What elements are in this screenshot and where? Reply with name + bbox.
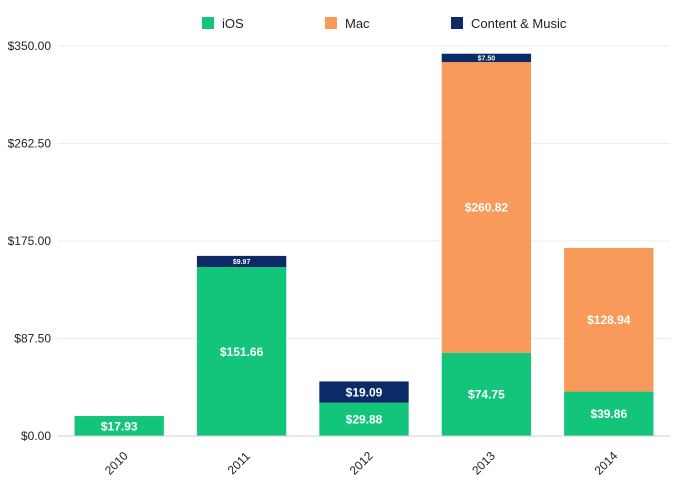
- bar-segment: [441, 53, 532, 63]
- x-tick-label: 2013: [469, 449, 498, 478]
- y-tick-label: $87.50: [14, 332, 51, 346]
- legend-swatch: [202, 17, 214, 29]
- data-label: $9.97: [233, 259, 251, 266]
- bar-segment: [441, 352, 532, 436]
- legend-swatch: [451, 17, 463, 29]
- y-tick-label: $262.50: [8, 137, 52, 151]
- legend-label: Content & Music: [471, 16, 567, 31]
- data-label: $260.82: [465, 201, 509, 215]
- x-tick-label: 2012: [347, 449, 376, 478]
- legend-label: Mac: [345, 16, 370, 31]
- y-tick-label: $0.00: [21, 429, 51, 443]
- y-axis: $0.00 $87.50 $175.00 $262.50 $350.00: [8, 39, 52, 443]
- data-label: $128.94: [587, 313, 631, 327]
- legend-swatch: [325, 17, 337, 29]
- data-label: $7.50: [478, 55, 496, 62]
- x-axis: 2010 2011 2012 2013 2014: [58, 435, 670, 478]
- legend: iOS Mac Content & Music: [202, 16, 567, 31]
- legend-label: iOS: [222, 16, 244, 31]
- y-tick-label: $175.00: [8, 234, 52, 248]
- bar-segment: [319, 381, 409, 403]
- data-label: $74.75: [468, 388, 505, 402]
- data-label: $19.09: [346, 385, 383, 399]
- data-label: $151.66: [220, 345, 264, 359]
- data-label: $39.86: [590, 407, 627, 421]
- bars: $17.93 $151.66 $9.97 $29.88 $19.09 $74.75 $260…: [74, 53, 654, 436]
- bar-segment: [319, 402, 409, 436]
- bar-segment: [564, 391, 654, 436]
- x-tick-label: 2010: [102, 449, 131, 478]
- x-tick-label: 2014: [592, 449, 621, 478]
- bar-segment: [196, 255, 287, 268]
- bar-segment: [74, 416, 164, 436]
- bar-segment: [196, 267, 287, 436]
- x-tick-label: 2011: [225, 449, 253, 477]
- bar-segment: [441, 62, 532, 353]
- data-label: $29.88: [346, 413, 383, 427]
- data-label: $17.93: [101, 419, 138, 433]
- bar-segment: [564, 247, 654, 392]
- y-tick-label: $350.00: [8, 39, 52, 53]
